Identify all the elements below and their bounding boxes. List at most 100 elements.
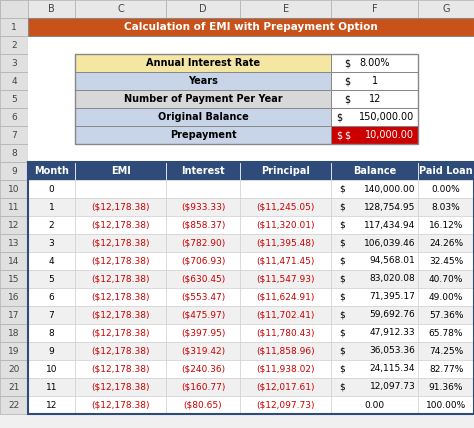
Text: 59,692.76: 59,692.76 bbox=[370, 310, 415, 319]
Text: 128,754.95: 128,754.95 bbox=[364, 202, 415, 211]
Text: ($12,178.38): ($12,178.38) bbox=[91, 220, 150, 229]
Text: $: $ bbox=[339, 329, 345, 338]
Bar bbox=[0, 90, 28, 108]
Text: 8: 8 bbox=[48, 329, 55, 338]
Text: 0.00: 0.00 bbox=[365, 401, 385, 410]
Bar bbox=[240, 216, 331, 234]
Text: ($12,017.61): ($12,017.61) bbox=[256, 383, 315, 392]
Bar bbox=[28, 324, 75, 342]
Bar bbox=[240, 306, 331, 324]
Polygon shape bbox=[0, 0, 28, 18]
Bar bbox=[28, 162, 474, 180]
Text: 6: 6 bbox=[48, 292, 55, 301]
Text: Month: Month bbox=[34, 166, 69, 176]
Text: ($11,702.41): ($11,702.41) bbox=[256, 310, 315, 319]
Bar bbox=[28, 36, 474, 54]
Text: 47,912.33: 47,912.33 bbox=[370, 329, 415, 338]
Bar bbox=[240, 0, 331, 18]
Text: 10: 10 bbox=[8, 184, 20, 193]
Text: $: $ bbox=[339, 256, 345, 265]
Bar bbox=[331, 90, 418, 108]
Text: 71,395.17: 71,395.17 bbox=[369, 292, 415, 301]
Text: 5: 5 bbox=[11, 95, 17, 104]
Text: 82.77%: 82.77% bbox=[429, 365, 463, 374]
Text: 1: 1 bbox=[372, 76, 378, 86]
Bar bbox=[331, 126, 418, 144]
Bar bbox=[166, 252, 240, 270]
Text: ($12,178.38): ($12,178.38) bbox=[91, 329, 150, 338]
Text: 12: 12 bbox=[46, 401, 57, 410]
Text: 11: 11 bbox=[8, 202, 20, 211]
Text: ($240.36): ($240.36) bbox=[181, 365, 225, 374]
Text: 117,434.94: 117,434.94 bbox=[364, 220, 415, 229]
Text: ($933.33): ($933.33) bbox=[181, 202, 225, 211]
Bar bbox=[240, 288, 331, 306]
Bar bbox=[418, 360, 474, 378]
Bar bbox=[28, 18, 474, 36]
Bar bbox=[28, 306, 474, 324]
Bar bbox=[418, 378, 474, 396]
Bar bbox=[28, 162, 474, 414]
Text: 74.25%: 74.25% bbox=[429, 347, 463, 356]
Bar bbox=[240, 342, 331, 360]
Text: D: D bbox=[199, 4, 207, 14]
Text: ($11,858.96): ($11,858.96) bbox=[256, 347, 315, 356]
Bar bbox=[418, 216, 474, 234]
Bar bbox=[418, 252, 474, 270]
Bar bbox=[331, 72, 418, 90]
Text: $: $ bbox=[339, 365, 345, 374]
Bar bbox=[418, 180, 474, 198]
Bar bbox=[418, 306, 474, 324]
Text: 2: 2 bbox=[11, 41, 17, 50]
Bar bbox=[28, 54, 474, 72]
Bar bbox=[166, 396, 240, 414]
Text: 49.00%: 49.00% bbox=[429, 292, 463, 301]
Text: 83,020.08: 83,020.08 bbox=[370, 274, 415, 283]
Bar bbox=[0, 216, 28, 234]
Bar bbox=[28, 72, 474, 90]
Text: $: $ bbox=[339, 238, 345, 247]
Bar bbox=[240, 252, 331, 270]
Bar bbox=[331, 216, 418, 234]
Bar bbox=[0, 126, 28, 144]
Text: 32.45%: 32.45% bbox=[429, 256, 463, 265]
Bar bbox=[240, 324, 331, 342]
Text: 40.70%: 40.70% bbox=[429, 274, 463, 283]
Text: ($80.65): ($80.65) bbox=[184, 401, 222, 410]
Bar bbox=[28, 234, 474, 252]
Text: $: $ bbox=[344, 76, 350, 86]
Bar bbox=[75, 378, 166, 396]
Bar bbox=[331, 180, 418, 198]
Text: ($11,395.48): ($11,395.48) bbox=[256, 238, 315, 247]
Text: Prepayment: Prepayment bbox=[170, 130, 237, 140]
Text: 18: 18 bbox=[8, 329, 20, 338]
Bar bbox=[331, 342, 418, 360]
Bar bbox=[75, 90, 331, 108]
Bar bbox=[28, 378, 474, 396]
Text: 5: 5 bbox=[48, 274, 55, 283]
Text: E: E bbox=[283, 4, 289, 14]
Text: 16: 16 bbox=[8, 292, 20, 301]
Bar bbox=[0, 324, 28, 342]
Bar bbox=[75, 108, 331, 126]
Bar bbox=[418, 396, 474, 414]
Bar bbox=[331, 252, 418, 270]
Text: ($12,097.73): ($12,097.73) bbox=[256, 401, 315, 410]
Text: C: C bbox=[117, 4, 124, 14]
Bar bbox=[75, 198, 166, 216]
Text: ($12,178.38): ($12,178.38) bbox=[91, 238, 150, 247]
Text: Calculation of EMI with Prepayment Option: Calculation of EMI with Prepayment Optio… bbox=[124, 22, 378, 32]
Text: 94,568.01: 94,568.01 bbox=[370, 256, 415, 265]
Text: 24.26%: 24.26% bbox=[429, 238, 463, 247]
Text: G: G bbox=[442, 4, 450, 14]
Bar bbox=[240, 198, 331, 216]
Bar bbox=[75, 0, 166, 18]
Text: $: $ bbox=[344, 58, 350, 68]
Text: $: $ bbox=[339, 202, 345, 211]
Text: 65.78%: 65.78% bbox=[429, 329, 464, 338]
Text: ($11,780.43): ($11,780.43) bbox=[256, 329, 315, 338]
Bar bbox=[0, 252, 28, 270]
Text: ($319.42): ($319.42) bbox=[181, 347, 225, 356]
Bar bbox=[0, 108, 28, 126]
Bar bbox=[418, 198, 474, 216]
